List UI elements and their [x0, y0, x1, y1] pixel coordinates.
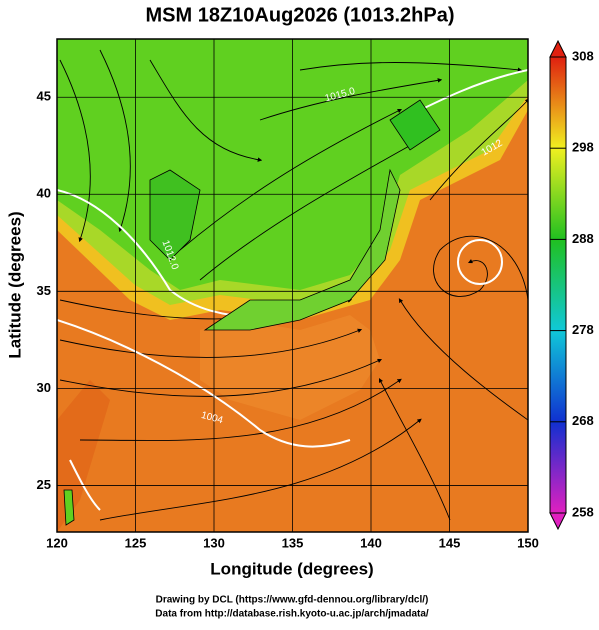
- colorbar: [549, 56, 567, 514]
- x-tick-label: 140: [360, 535, 382, 550]
- x-tick-label: 145: [439, 535, 461, 550]
- y-tick-label: 35: [37, 283, 51, 298]
- y-tick-label: 25: [37, 477, 51, 492]
- y-tick-label: 45: [37, 89, 51, 104]
- colorbar-extend-top: [549, 39, 567, 58]
- x-tick-label: 125: [125, 535, 147, 550]
- credit: Drawing by DCL (https://www.gfd-dennou.o…: [156, 595, 429, 606]
- chart-title: MSM 18Z10Aug2026 (1013.2hPa): [145, 4, 454, 26]
- x-tick-label: 130: [203, 535, 225, 550]
- colorbar-extend-bottom: [549, 512, 567, 531]
- colorbar-tick-label: 308: [572, 48, 594, 63]
- x-tick-label: 120: [46, 535, 68, 550]
- plot-frame: [56, 38, 529, 533]
- x-tick-label: 150: [517, 535, 539, 550]
- y-axis-label: Latitude (degrees): [5, 211, 24, 358]
- y-tick-label: 40: [37, 186, 51, 201]
- colorbar-tick-label: 258: [572, 504, 594, 519]
- x-tick-label: 135: [282, 535, 304, 550]
- colorbar-tick-label: 298: [572, 140, 594, 155]
- credit: Data from http://database.rish.kyoto-u.a…: [155, 609, 429, 620]
- colorbar-tick-label: 288: [572, 231, 594, 246]
- x-axis-label: Longitude (degrees): [210, 559, 373, 578]
- y-tick-label: 30: [37, 380, 51, 395]
- colorbar-tick-label: 268: [572, 413, 594, 428]
- colorbar-tick-label: 278: [572, 322, 594, 337]
